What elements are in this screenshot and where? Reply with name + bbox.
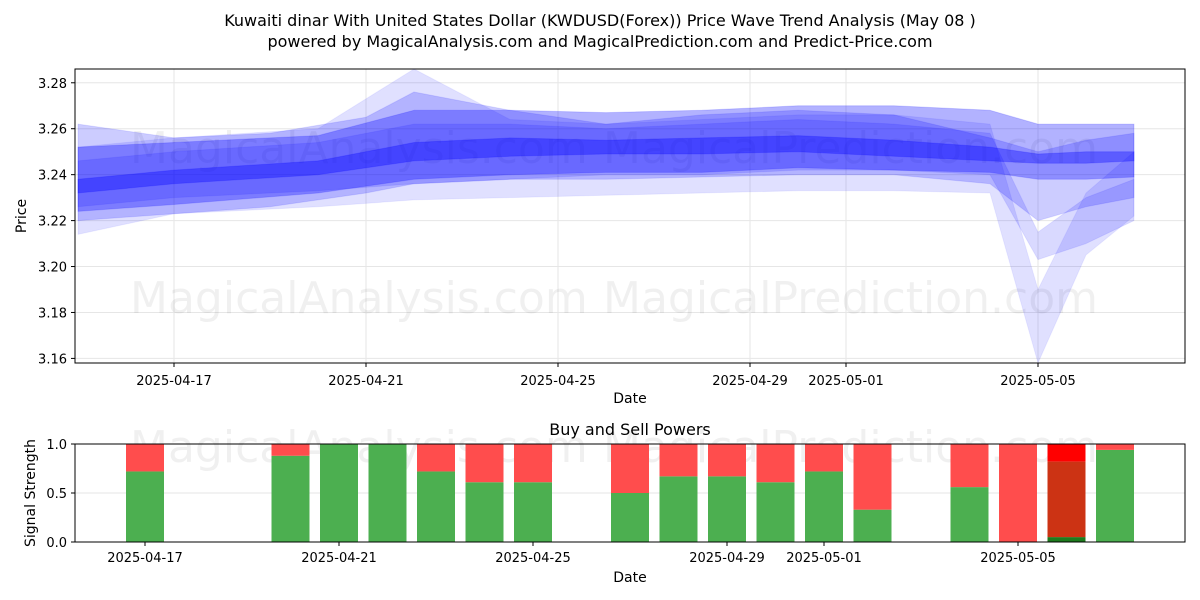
power-y-axis-label: Signal Strength bbox=[23, 439, 39, 547]
sell-power-bar bbox=[126, 444, 164, 472]
price-x-tick-label: 2025-04-29 bbox=[712, 374, 788, 389]
buy-power-bar bbox=[853, 509, 892, 542]
power-x-tick-label: 2025-05-01 bbox=[786, 551, 862, 566]
price-plot-area bbox=[75, 69, 1185, 363]
price-x-tick-label: 2025-05-05 bbox=[1000, 374, 1076, 389]
price-y-tick-label: 3.24 bbox=[38, 169, 67, 184]
sell-power-bar bbox=[853, 444, 892, 510]
price-wave-bands bbox=[77, 68, 1135, 364]
power-bars bbox=[126, 444, 1134, 542]
buy-power-bar bbox=[417, 471, 455, 542]
price-y-ticks: 3.16 3.18 3.20 3.22 3.24 3.26 3.28 bbox=[38, 77, 75, 367]
buy-power-bar bbox=[126, 471, 164, 542]
price-wave-band bbox=[77, 91, 1135, 222]
buy-power-bar bbox=[756, 482, 795, 542]
buy-power-bar bbox=[514, 482, 552, 542]
price-y-tick-label: 3.22 bbox=[38, 215, 67, 230]
sell-power-bar-overlap bbox=[1047, 461, 1086, 538]
watermark-text: MagicalAnalysis.com bbox=[130, 123, 588, 174]
buy-power-bar bbox=[805, 471, 843, 542]
buy-power-bar bbox=[1096, 449, 1134, 542]
watermark-text: MagicalPrediction.com bbox=[603, 273, 1098, 324]
price-x-tick-label: 2025-04-25 bbox=[520, 374, 596, 389]
buy-sell-power-chart: Buy and Sell Powers MagicalAnalysis.com M… bbox=[23, 420, 1186, 586]
sell-power-bar bbox=[756, 444, 795, 483]
sell-power-bar bbox=[805, 444, 843, 472]
price-y-tick-label: 3.26 bbox=[38, 123, 67, 138]
buy-power-bar bbox=[659, 476, 698, 542]
price-wave-band bbox=[77, 68, 1135, 364]
power-x-axis-label: Date bbox=[613, 570, 646, 586]
price-x-tick-label: 2025-04-21 bbox=[328, 374, 404, 389]
buy-power-bar bbox=[271, 455, 310, 542]
price-x-tick-label: 2025-05-01 bbox=[808, 374, 884, 389]
price-y-tick-label: 3.18 bbox=[38, 306, 67, 321]
watermark-text: MagicalPrediction.com bbox=[603, 123, 1098, 174]
buy-power-bar bbox=[950, 487, 989, 542]
sell-power-bar bbox=[611, 444, 649, 493]
buy-power-bar bbox=[320, 444, 358, 542]
price-y-tick-label: 3.20 bbox=[38, 261, 67, 276]
price-y-tick-label: 3.28 bbox=[38, 77, 67, 92]
power-y-tick-label: 1.0 bbox=[46, 438, 67, 453]
power-x-tick-label: 2025-04-25 bbox=[495, 551, 571, 566]
buy-power-bar bbox=[611, 493, 649, 542]
power-x-tick-label: 2025-04-29 bbox=[689, 551, 765, 566]
sell-power-bar bbox=[1047, 444, 1086, 462]
sell-power-bar bbox=[999, 444, 1037, 542]
price-y-tick-label: 3.16 bbox=[38, 352, 67, 367]
power-x-tick-label: 2025-04-21 bbox=[301, 551, 377, 566]
power-y-tick-label: 0.0 bbox=[46, 536, 67, 551]
price-wave-band bbox=[77, 119, 1135, 261]
price-plot-frame bbox=[74, 68, 1186, 364]
price-x-axis-label: Date bbox=[613, 391, 646, 407]
buy-power-bar bbox=[1047, 537, 1086, 542]
power-y-tick-label: 0.5 bbox=[46, 487, 67, 502]
sell-power-bar bbox=[1096, 444, 1134, 450]
power-chart-title: Buy and Sell Powers bbox=[549, 420, 711, 439]
price-grid bbox=[75, 69, 1185, 363]
sell-power-bar bbox=[271, 444, 310, 456]
price-wave-band bbox=[77, 105, 1135, 212]
watermark-text: MagicalAnalysis.com bbox=[130, 422, 588, 473]
buy-power-bar bbox=[465, 482, 504, 542]
price-wave-chart: MagicalAnalysis.com MagicalPrediction.com… bbox=[14, 68, 1186, 407]
power-y-ticks: 0.0 0.5 1.0 bbox=[46, 438, 75, 551]
buy-power-bar bbox=[368, 444, 407, 542]
buy-power-bar bbox=[708, 476, 746, 542]
sell-power-bar bbox=[465, 444, 504, 483]
sell-power-bar bbox=[514, 444, 552, 483]
figure-title-line1: Kuwaiti dinar With United States Dollar … bbox=[224, 11, 976, 30]
power-x-tick-label: 2025-05-05 bbox=[980, 551, 1056, 566]
sell-power-bar bbox=[950, 444, 989, 488]
watermark-text: MagicalAnalysis.com bbox=[130, 273, 588, 324]
power-x-ticks: 2025-04-17 2025-04-21 2025-04-25 2025-04-29… bbox=[107, 542, 1056, 566]
price-wave-band bbox=[77, 135, 1135, 194]
price-x-tick-label: 2025-04-17 bbox=[136, 374, 212, 389]
sell-power-bar bbox=[659, 444, 698, 477]
figure-title-line2: powered by MagicalAnalysis.com and Magic… bbox=[267, 32, 932, 51]
power-x-tick-label: 2025-04-17 bbox=[107, 551, 183, 566]
price-watermarks: MagicalAnalysis.com MagicalPrediction.com… bbox=[130, 123, 1098, 324]
sell-power-bar bbox=[708, 444, 746, 477]
price-y-axis-label: Price bbox=[14, 199, 30, 233]
sell-power-bar bbox=[417, 444, 455, 472]
price-x-ticks: 2025-04-17 2025-04-21 2025-04-25 2025-04-29… bbox=[136, 363, 1076, 389]
